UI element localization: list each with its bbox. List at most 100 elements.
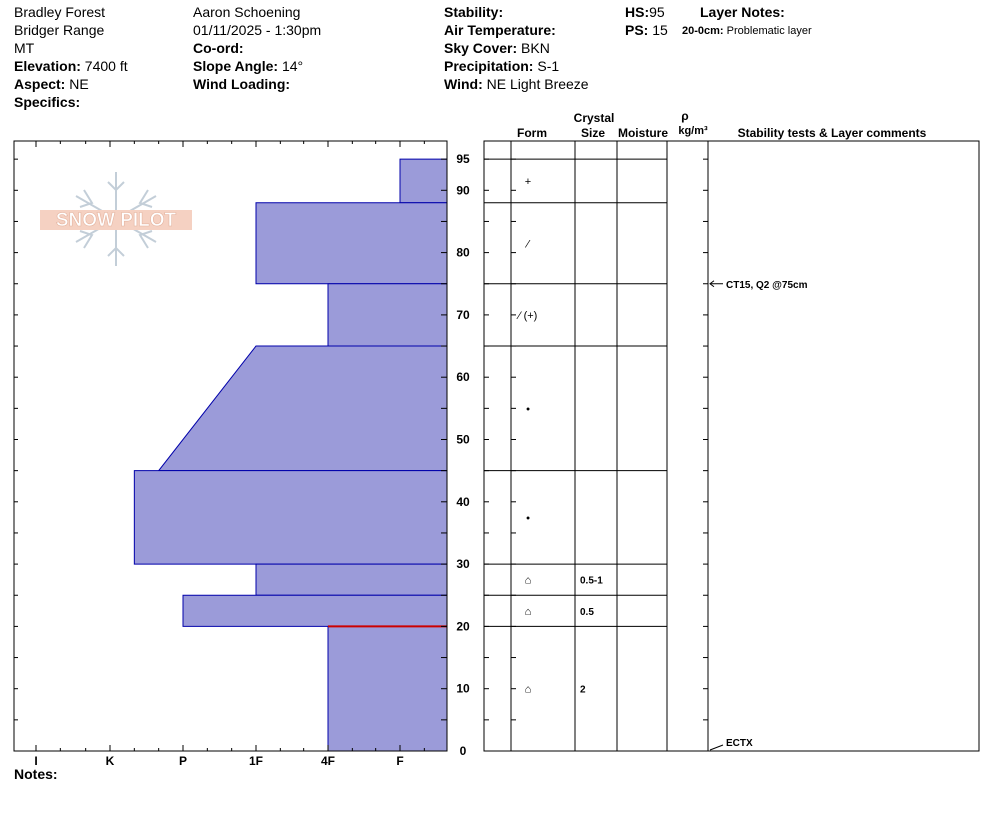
observer: Aaron Schoening	[193, 4, 301, 20]
sky-value: BKN	[521, 40, 550, 56]
col-size: Size	[581, 126, 605, 140]
stability-test-label: ECTX	[726, 738, 753, 749]
depth-tick-label: 10	[456, 682, 470, 696]
aspect-value: NE	[69, 76, 89, 92]
wind-loading-label: Wind Loading:	[193, 76, 291, 92]
layer-note-depth: 20-0cm:	[682, 25, 724, 37]
wind-label: Wind:	[444, 76, 483, 92]
stability-arrow	[709, 744, 724, 751]
state: MT	[14, 40, 35, 56]
layer-bar	[327, 283, 448, 347]
specifics-label: Specifics:	[14, 94, 81, 110]
location: Bradley Forest	[14, 4, 106, 20]
grain-form: •	[526, 512, 530, 524]
col-moisture: Moisture	[618, 126, 668, 140]
range: Bridger Range	[14, 22, 105, 38]
hardness-tick-label: P	[179, 754, 187, 768]
stability-arrow-head	[709, 280, 715, 288]
col-form: Form	[517, 126, 547, 140]
hardness-tick-label: 4F	[321, 754, 335, 768]
grain-form: +	[525, 176, 531, 188]
slope-value: 14°	[281, 58, 304, 74]
grain-size: 0.5	[580, 607, 594, 618]
hardness-tick-label: I	[34, 754, 37, 768]
datetime: 01/11/2025 - 1:30pm	[193, 22, 322, 38]
hardness-tick-label: K	[106, 754, 115, 768]
col-density: kg/m³	[678, 125, 708, 137]
precip-label: Precipitation:	[444, 58, 534, 74]
depth-tick-label: 20	[456, 619, 470, 633]
notes-label: Notes:	[14, 766, 58, 782]
air-temperature: Air Temperature:	[444, 21, 556, 39]
layer-note: 20-0cm: Problematic layer	[682, 22, 812, 40]
layer-note-text: Problematic layer	[726, 25, 812, 37]
aspect-label: Aspect:	[14, 76, 66, 92]
layer-bar	[133, 470, 448, 565]
snowpilot-logo: SNOW PILOT	[40, 172, 192, 266]
stability-test-label: CT15, Q2 @75cm	[726, 280, 808, 291]
grain-form: ⌂	[525, 684, 532, 696]
coord: Co-ord:	[193, 39, 244, 57]
grain-form: ⁄	[524, 238, 531, 250]
notes: Notes:	[14, 765, 58, 783]
hs-value: 95	[649, 4, 665, 20]
grain-size: 0.5-1	[580, 576, 603, 587]
col-stability: Stability tests & Layer comments	[738, 126, 927, 140]
wind-loading: Wind Loading:	[193, 75, 290, 93]
depth-tick-label: 30	[456, 557, 470, 571]
air-temp-label: Air Temperature:	[444, 22, 556, 38]
depth-tick-label: 70	[456, 308, 470, 322]
stability-tests: CT15, Q2 @75cm ECTX	[709, 280, 808, 751]
coord-label: Co-ord:	[193, 40, 244, 56]
hardness-axis: I K P 1F 4F F	[34, 141, 425, 768]
wind: Wind: NE Light Breeze	[444, 75, 589, 93]
grain-form: ⁄ (+)	[516, 310, 538, 322]
depth-tick-label: 90	[456, 183, 470, 197]
elevation-value: 7400 ft	[84, 58, 128, 74]
layer-bar	[399, 158, 448, 204]
col-rho: ρ	[681, 109, 688, 123]
hs: HS:95	[625, 3, 665, 21]
grain-size: 2	[580, 685, 586, 696]
hs-label: HS:	[625, 4, 650, 20]
aspect: Aspect: NE	[14, 75, 89, 93]
layer-notes: Layer Notes:	[700, 3, 785, 21]
depth-tick-label: 50	[456, 433, 470, 447]
wind-value: NE Light Breeze	[486, 76, 589, 92]
depth-tick-label: 80	[456, 246, 470, 260]
depth-axis: 0 10 20 30 40 50 60 70 80 90 95	[14, 152, 708, 758]
layer-bar	[157, 345, 448, 472]
layer-bar	[255, 202, 448, 285]
grain-form: •	[526, 403, 530, 415]
precip-value: S-1	[537, 58, 560, 74]
depth-tick-label: 40	[456, 495, 470, 509]
depth-tick-label: 60	[456, 370, 470, 384]
layer-notes-label: Layer Notes:	[700, 4, 785, 20]
layer-bar	[182, 594, 448, 627]
hardness-plot-frame	[13, 140, 448, 752]
grain-form: ⌂	[525, 606, 532, 618]
col-crystal: Crystal	[574, 111, 615, 125]
precipitation: Precipitation: S-1	[444, 57, 559, 75]
elevation: Elevation: 7400 ft	[14, 57, 128, 75]
specifics: Specifics:	[14, 93, 80, 111]
logo-text: SNOW PILOT	[56, 210, 177, 231]
hardness-plot	[133, 158, 448, 752]
layer-bar	[327, 625, 448, 752]
depth-tick-label: 95	[456, 152, 470, 166]
hardness-tick-label: F	[396, 754, 403, 768]
ps-value: 15	[652, 22, 668, 38]
stability: Stability:	[444, 3, 503, 21]
ps-label: PS:	[625, 22, 649, 38]
elevation-label: Elevation:	[14, 58, 81, 74]
slope-angle: Slope Angle: 14°	[193, 57, 303, 75]
layer-table-frame	[483, 140, 980, 752]
sky-cover: Sky Cover: BKN	[444, 39, 550, 57]
slope-label: Slope Angle:	[193, 58, 279, 74]
ps: PS: 15	[625, 21, 668, 39]
logo-band	[40, 210, 192, 230]
depth-tick-label: 0	[460, 744, 467, 758]
grain-form: ⌂	[525, 575, 532, 587]
sky-label: Sky Cover:	[444, 40, 518, 56]
